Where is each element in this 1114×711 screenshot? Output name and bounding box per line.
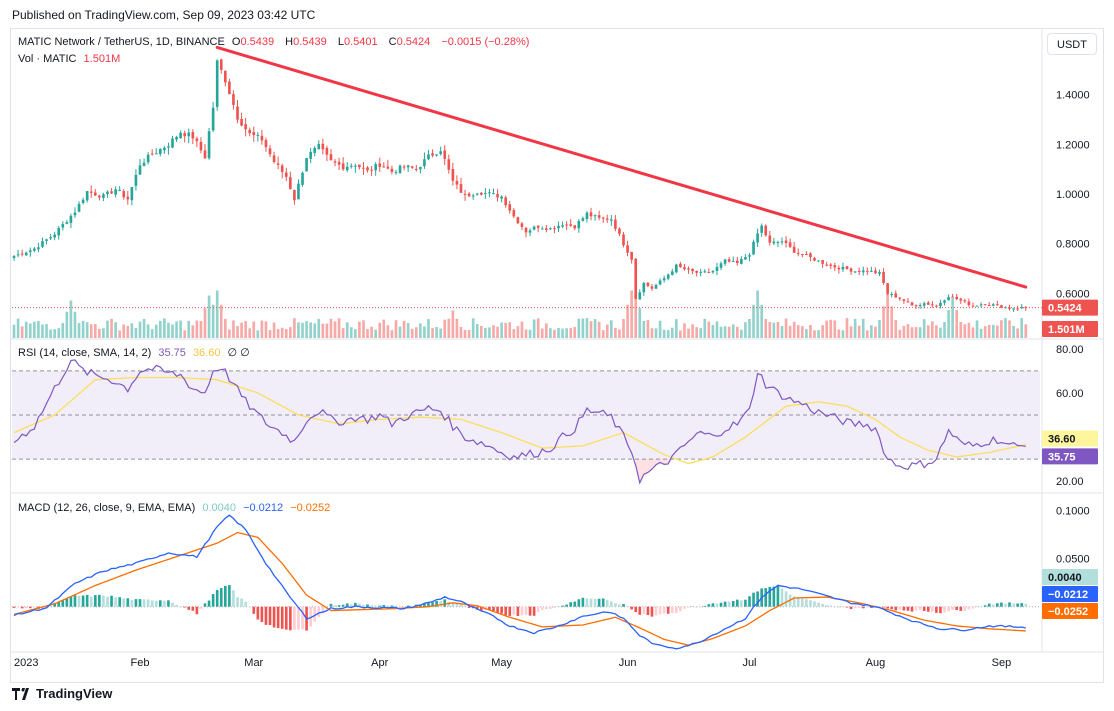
footer-brand: TradingView bbox=[36, 686, 113, 701]
open-value: 0.5439 bbox=[240, 36, 275, 48]
low-value: 0.5401 bbox=[343, 36, 378, 48]
currency-button[interactable]: USDT bbox=[1047, 33, 1097, 55]
macd-legend: MACD (12, 26, close, 9, EMA, EMA) 0.0040… bbox=[18, 502, 334, 514]
rsi-legend: RSI (14, close, SMA, 14, 2) 35.75 36.60 … bbox=[18, 346, 254, 359]
close-label: C bbox=[388, 36, 397, 48]
high-value: 0.5439 bbox=[293, 36, 327, 48]
high-label: H bbox=[285, 36, 294, 48]
tradingview-logo-icon bbox=[12, 687, 32, 700]
symbol-label[interactable]: MATIC Network / TetherUS, 1D, BINANCE bbox=[18, 36, 225, 48]
chart-frame bbox=[10, 28, 1104, 683]
volume-value: 1.501M bbox=[83, 53, 121, 65]
macd-line-value: −0.0212 bbox=[243, 502, 284, 514]
low-label: L bbox=[337, 36, 344, 48]
price-legend: MATIC Network / TetherUS, 1D, BINANCE O0… bbox=[18, 36, 533, 48]
close-value: 0.5424 bbox=[396, 36, 431, 48]
macd-signal-value: −0.0252 bbox=[290, 502, 331, 514]
rsi-label[interactable]: RSI (14, close, SMA, 14, 2) bbox=[18, 347, 152, 359]
published-caption: Published on TradingView.com, Sep 09, 20… bbox=[12, 8, 316, 22]
rsi-ma-value: 36.60 bbox=[192, 347, 221, 359]
footer: TradingView bbox=[12, 686, 112, 701]
macd-label[interactable]: MACD (12, 26, close, 9, EMA, EMA) bbox=[18, 502, 196, 514]
rsi-extra: ∅ ∅ bbox=[227, 347, 250, 359]
volume-legend: Vol · MATIC 1.501M bbox=[18, 53, 124, 65]
change-value: −0.0015 (−0.28%) bbox=[441, 36, 530, 48]
volume-label[interactable]: Vol · MATIC bbox=[18, 53, 77, 65]
rsi-value: 35.75 bbox=[158, 347, 186, 359]
macd-hist-value: 0.0040 bbox=[202, 502, 236, 514]
open-label: O bbox=[231, 36, 241, 48]
